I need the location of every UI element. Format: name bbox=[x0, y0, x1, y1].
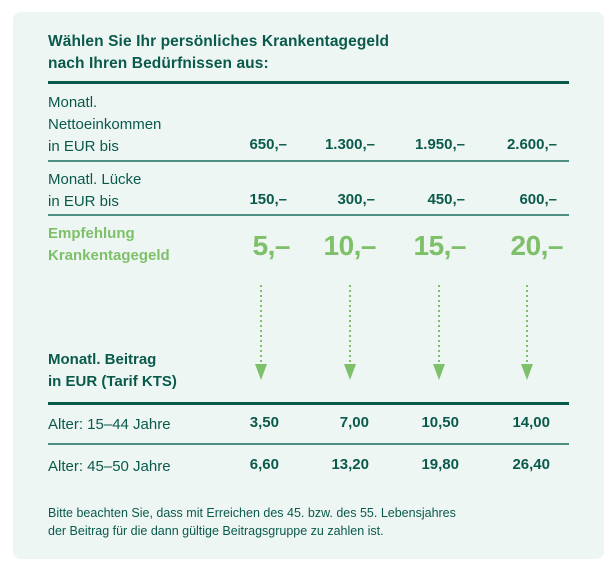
recommendation-label-line-2: Krankentagegeld bbox=[48, 247, 170, 264]
divider-thin-2 bbox=[48, 214, 569, 216]
age-45-50-value-3: 19,80 bbox=[421, 456, 459, 473]
divider-thin-3 bbox=[48, 443, 569, 445]
recommendation-label-line-1: Empfehlung bbox=[48, 225, 135, 242]
age-45-50-value-2: 13,20 bbox=[331, 456, 369, 473]
arrow-down-icon bbox=[344, 285, 356, 380]
card-title: Wählen Sie Ihr persönliches Krankentageg… bbox=[48, 31, 389, 75]
recommendation-value-4: 20,– bbox=[510, 230, 564, 261]
footnote-line-2: der Beitrag für die dann gültige Beitrag… bbox=[48, 524, 384, 538]
footnote-line-1: Bitte beachten Sie, dass mit Erreichen d… bbox=[48, 506, 456, 520]
premium-header-line-2: in EUR (Tarif KTS) bbox=[48, 373, 177, 390]
footnote: Bitte beachten Sie, dass mit Erreichen d… bbox=[48, 504, 456, 540]
arrow-down-icon bbox=[521, 285, 533, 380]
income-label: Monatl. Nettoeinkommen in EUR bis bbox=[48, 92, 161, 158]
title-line-1: Wählen Sie Ihr persönliches Krankentageg… bbox=[48, 33, 390, 50]
age-15-44-value-3: 10,50 bbox=[421, 414, 459, 431]
gap-value-3: 450,– bbox=[427, 191, 465, 208]
age-15-44-value-1: 3,50 bbox=[249, 414, 279, 431]
divider-thin-1 bbox=[48, 160, 569, 162]
age-45-50-value-1: 6,60 bbox=[249, 456, 279, 473]
arrow-down-icon bbox=[255, 285, 267, 380]
income-value-4: 2.600,– bbox=[506, 136, 557, 153]
gap-value-1: 150,– bbox=[249, 191, 287, 208]
arrow-down-icon bbox=[433, 285, 445, 380]
premium-header-label: Monatl. Beitrag in EUR (Tarif KTS) bbox=[48, 349, 177, 393]
gap-label: Monatl. Lücke in EUR bis bbox=[48, 169, 141, 213]
title-line-2: nach Ihren Bedürfnissen aus: bbox=[48, 55, 269, 72]
age-15-44-value-4: 14,00 bbox=[512, 414, 550, 431]
income-label-line-3: in EUR bis bbox=[48, 138, 119, 155]
divider-thick-top bbox=[48, 81, 569, 84]
income-value-3: 1.950,– bbox=[414, 136, 465, 153]
income-value-2: 1.300,– bbox=[324, 136, 375, 153]
premium-header-line-1: Monatl. Beitrag bbox=[48, 351, 157, 368]
income-label-line-1: Monatl. bbox=[48, 94, 98, 111]
income-label-line-2: Nettoeinkommen bbox=[48, 116, 162, 133]
krankentagegeld-card bbox=[13, 12, 604, 559]
recommendation-value-1: 5,– bbox=[252, 230, 291, 261]
recommendation-label: Empfehlung Krankentagegeld bbox=[48, 223, 170, 267]
gap-value-2: 300,– bbox=[337, 191, 375, 208]
income-value-1: 650,– bbox=[249, 136, 287, 153]
recommendation-value-3: 15,– bbox=[413, 230, 467, 261]
gap-label-line-2: in EUR bis bbox=[48, 193, 119, 210]
divider-thick-bottom bbox=[48, 402, 569, 405]
age-45-50-label: Alter: 45–50 Jahre bbox=[48, 458, 171, 475]
gap-value-4: 600,– bbox=[519, 191, 557, 208]
age-45-50-value-4: 26,40 bbox=[512, 456, 550, 473]
age-15-44-label: Alter: 15–44 Jahre bbox=[48, 416, 171, 433]
recommendation-value-2: 10,– bbox=[323, 230, 377, 261]
gap-label-line-1: Monatl. Lücke bbox=[48, 171, 142, 188]
age-15-44-value-2: 7,00 bbox=[339, 414, 369, 431]
